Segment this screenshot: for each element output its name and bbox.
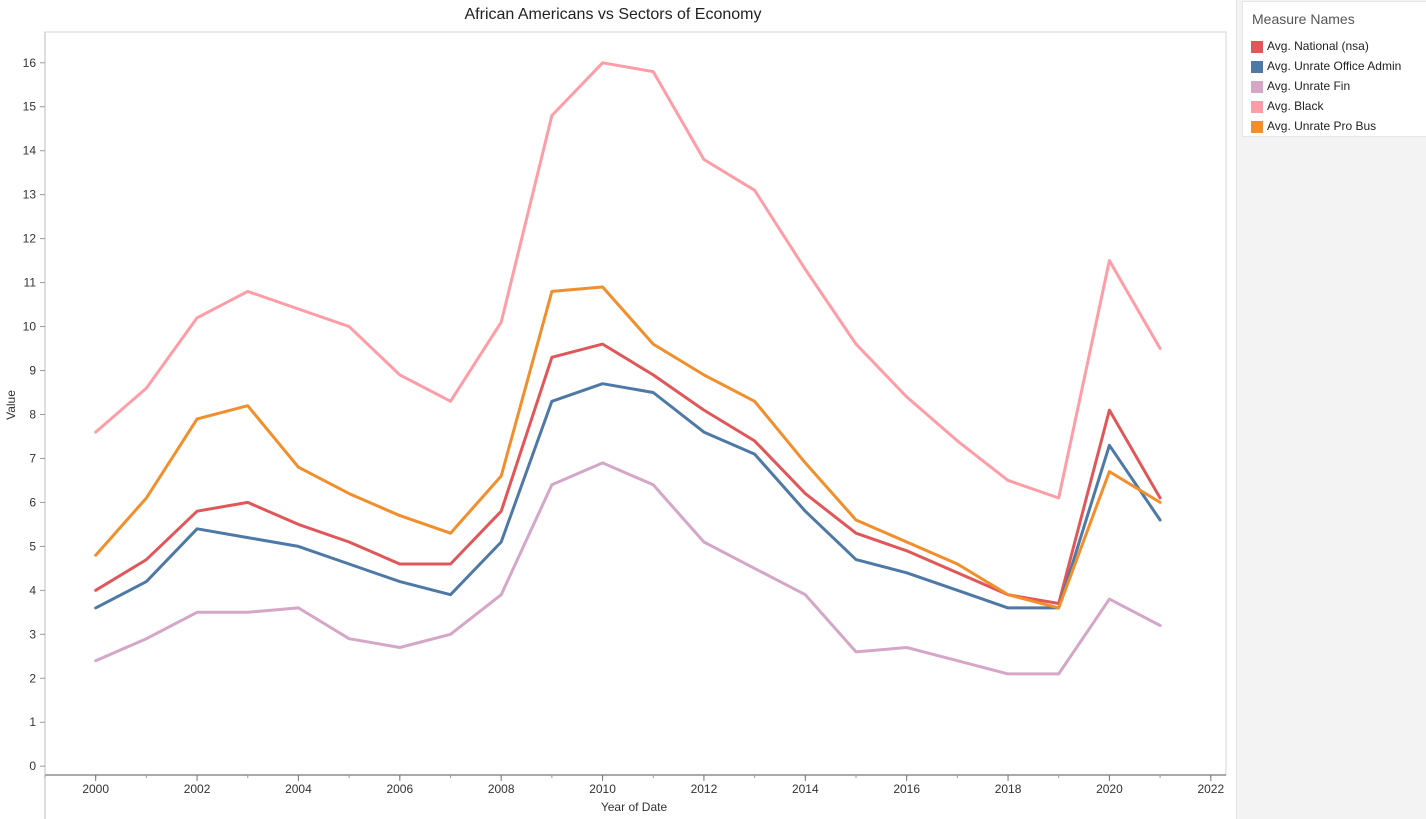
y-tick-label: 1 bbox=[29, 715, 36, 729]
legend-panel: Measure Names Avg. National (nsa) Avg. Un… bbox=[1236, 0, 1426, 819]
series-line-avg-unrate-fin bbox=[94, 461, 1162, 676]
x-tick-label: 2000 bbox=[82, 782, 109, 796]
y-tick-label: 11 bbox=[24, 276, 37, 290]
x-tick-label: 2008 bbox=[488, 782, 515, 796]
x-tick-label: 2006 bbox=[386, 782, 413, 796]
plot-frame bbox=[44, 31, 1227, 776]
legend-swatch bbox=[1251, 41, 1263, 53]
y-tick-label: 15 bbox=[23, 100, 37, 114]
legend-swatch bbox=[1251, 101, 1263, 113]
series-line-avg-national-nsa bbox=[94, 342, 1162, 605]
y-tick-label: 12 bbox=[23, 232, 37, 246]
x-tick-label: 2020 bbox=[1096, 782, 1123, 796]
y-tick-label: 16 bbox=[23, 56, 37, 70]
y-tick-label: 9 bbox=[29, 364, 36, 378]
y-axis-label: Value bbox=[4, 390, 18, 420]
y-tick-label: 10 bbox=[23, 320, 37, 334]
legend-label: Avg. Unrate Fin bbox=[1267, 79, 1351, 93]
legend: Measure Names Avg. National (nsa) Avg. Un… bbox=[1242, 1, 1426, 137]
legend-swatch bbox=[1251, 61, 1263, 73]
chart-title: African Americans vs Sectors of Economy bbox=[464, 6, 762, 23]
y-tick-label: 5 bbox=[29, 539, 36, 553]
series-line-avg-unrate-pro-bus bbox=[94, 285, 1162, 610]
x-tick-label: 2018 bbox=[995, 782, 1022, 796]
y-tick-label: 8 bbox=[29, 407, 36, 421]
legend-label: Avg. Unrate Pro Bus bbox=[1267, 119, 1377, 133]
x-axis-label: Year of Date bbox=[601, 800, 668, 814]
y-tick-label: 7 bbox=[29, 451, 36, 465]
legend-label: Avg. Unrate Office Admin bbox=[1267, 59, 1402, 73]
series-lines bbox=[94, 61, 1162, 676]
x-tick-label: 2002 bbox=[184, 782, 211, 796]
x-tick-label: 2012 bbox=[691, 782, 718, 796]
y-tick-label: 14 bbox=[23, 144, 37, 158]
series-line-avg-black bbox=[94, 61, 1162, 500]
y-tick-label: 0 bbox=[29, 759, 36, 773]
x-tick-label: 2016 bbox=[893, 782, 920, 796]
y-tick-label: 4 bbox=[29, 583, 36, 597]
axes bbox=[40, 31, 1227, 819]
y-tick-label: 3 bbox=[29, 627, 36, 641]
y-tick-label: 2 bbox=[29, 671, 36, 685]
series-line-avg-unrate-office-admin bbox=[94, 382, 1162, 610]
y-tick-label: 13 bbox=[23, 188, 37, 202]
x-tick-label: 2010 bbox=[589, 782, 616, 796]
x-tick-label: 2022 bbox=[1197, 782, 1224, 796]
legend-label: Avg. Black bbox=[1267, 99, 1324, 113]
y-tick-label: 6 bbox=[29, 495, 36, 509]
legend-swatch bbox=[1251, 121, 1263, 133]
legend-title: Measure Names bbox=[1252, 11, 1355, 27]
x-tick-label: 2004 bbox=[285, 782, 312, 796]
x-tick-label: 2014 bbox=[792, 782, 819, 796]
legend-label: Avg. National (nsa) bbox=[1267, 39, 1369, 53]
legend-swatch bbox=[1251, 81, 1263, 93]
